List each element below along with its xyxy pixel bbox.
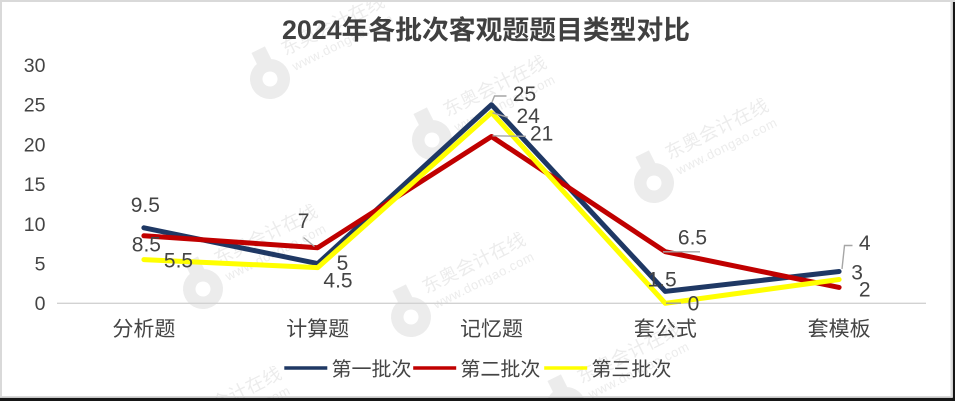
svg-text:7: 7 [298,210,310,233]
svg-text:4: 4 [859,232,871,255]
svg-text:30: 30 [24,55,46,77]
svg-text:24: 24 [517,105,541,128]
svg-text:5: 5 [337,252,349,275]
svg-text:25: 25 [24,95,46,117]
svg-text:2: 2 [859,278,871,301]
svg-text:6.5: 6.5 [678,227,707,250]
svg-text:0: 0 [35,293,46,315]
svg-text:8.5: 8.5 [132,234,161,257]
svg-text:3: 3 [851,261,863,284]
svg-text:15: 15 [24,174,46,196]
svg-text:0: 0 [688,293,700,316]
svg-text:1.5: 1.5 [648,268,677,291]
svg-text:4.5: 4.5 [323,270,352,293]
svg-text:2024: 2024 [282,15,342,45]
svg-text:20: 20 [24,134,46,156]
svg-text:9.5: 9.5 [131,194,160,217]
svg-text:5.5: 5.5 [164,249,193,272]
svg-text:10: 10 [24,214,46,236]
svg-text:5: 5 [35,254,46,276]
svg-text:25: 25 [513,83,536,106]
svg-text:21: 21 [530,123,553,146]
